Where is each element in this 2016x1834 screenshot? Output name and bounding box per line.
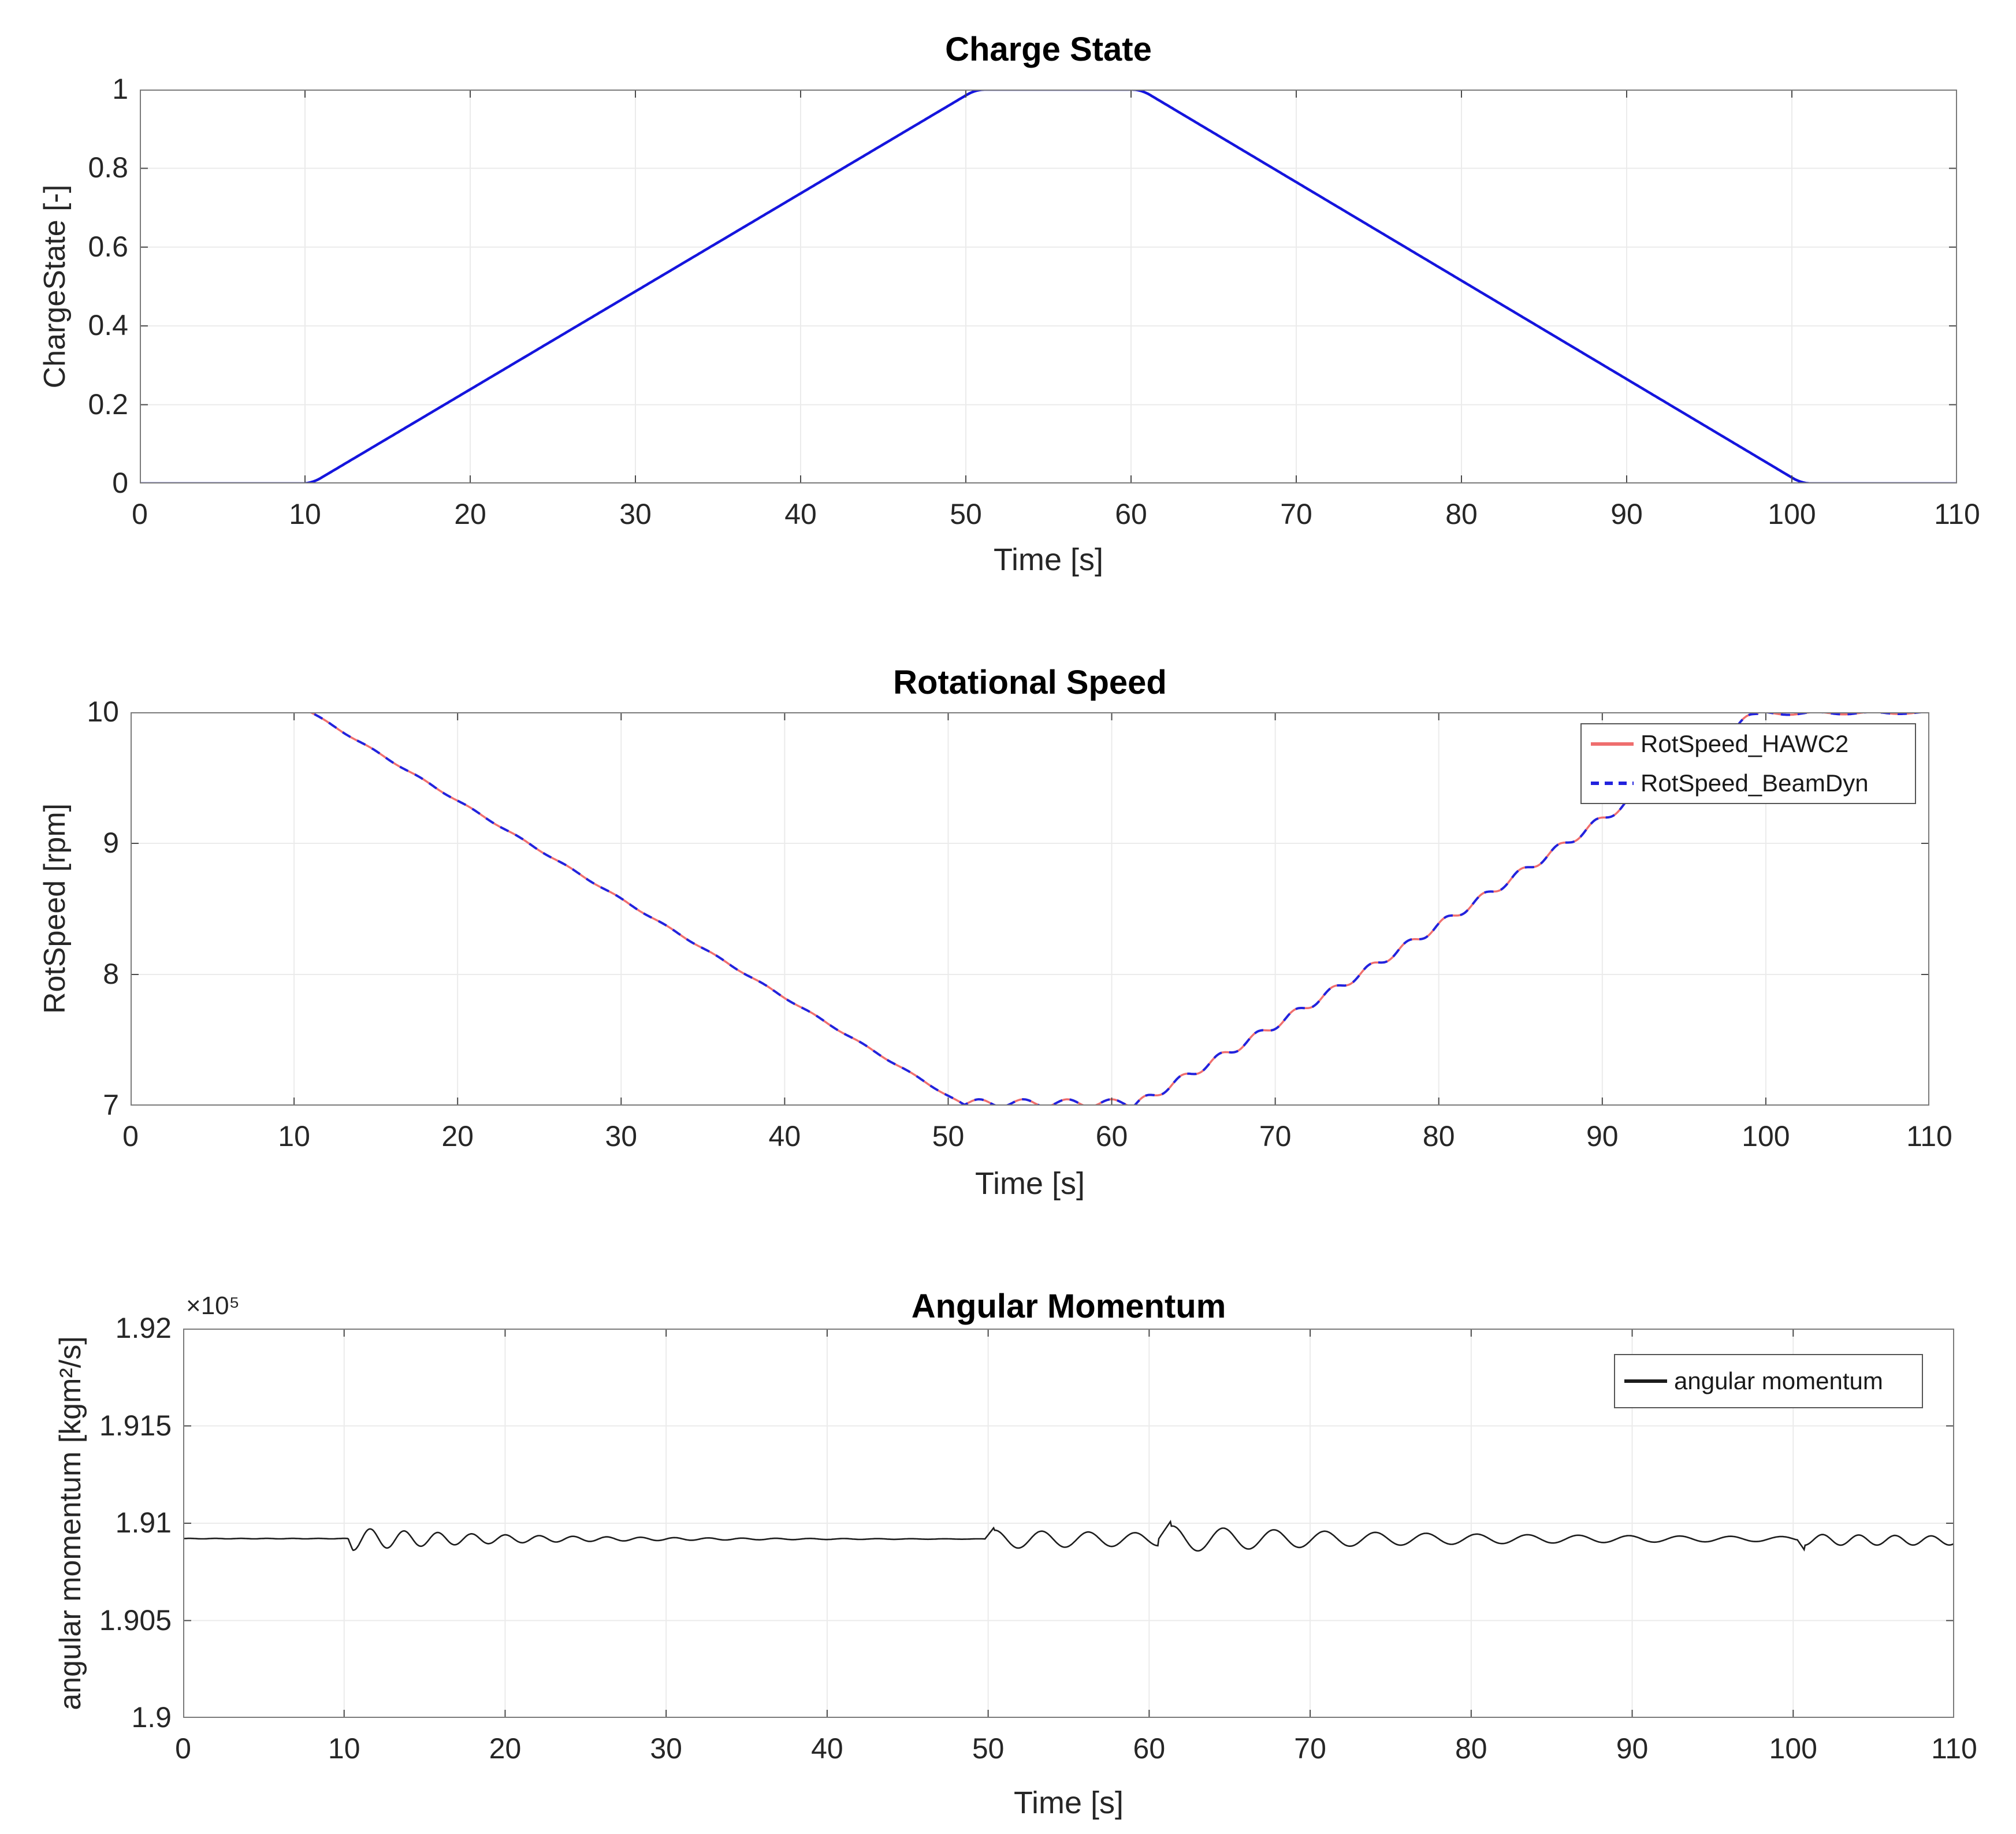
subplot1-xlabel: Time [s] [993, 542, 1103, 577]
y-tick-label: 1 [112, 73, 128, 105]
x-tick-label: 50 [972, 1732, 1005, 1765]
x-tick-label: 30 [650, 1732, 682, 1765]
y-tick-label: 7 [103, 1089, 119, 1121]
x-tick-label: 80 [1455, 1732, 1487, 1765]
x-tick-label: 90 [1586, 1120, 1619, 1152]
legend-entry-label: RotSpeed_HAWC2 [1641, 730, 1849, 757]
x-tick-label: 70 [1259, 1120, 1292, 1152]
x-tick-label: 80 [1445, 498, 1478, 530]
subplot3-y-axis-exponent: ×10⁵ [186, 1292, 240, 1320]
y-tick-label: 0.2 [88, 388, 128, 421]
x-tick-label: 20 [489, 1732, 522, 1765]
legend-rotational-speed: RotSpeed_HAWC2 RotSpeed_BeamDyn [1580, 723, 1916, 804]
legend-line-sample [1624, 1379, 1667, 1383]
legend-line-sample [1591, 742, 1634, 746]
x-tick-label: 70 [1294, 1732, 1326, 1765]
subplot2-title: Rotational Speed [893, 664, 1167, 701]
subplot1-ylabel: ChargeState [-] [38, 184, 72, 389]
x-tick-label: 10 [289, 498, 321, 530]
x-tick-label: 100 [1769, 1732, 1817, 1765]
x-tick-label: 60 [1133, 1732, 1166, 1765]
x-tick-label: 100 [1768, 498, 1816, 530]
legend-entry-label: RotSpeed_BeamDyn [1641, 769, 1869, 797]
y-tick-label: 0.4 [88, 309, 128, 342]
x-tick-label: 30 [619, 498, 652, 530]
series-angular-momentum [183, 1520, 1954, 1552]
x-tick-label: 90 [1610, 498, 1643, 530]
legend-entry: RotSpeed_BeamDyn [1582, 764, 1915, 803]
x-tick-label: 0 [122, 1120, 139, 1152]
y-tick-label: 1.9 [131, 1701, 172, 1733]
x-tick-label: 20 [441, 1120, 474, 1152]
subplot3-title: Angular Momentum [911, 1288, 1226, 1325]
x-tick-label: 50 [950, 498, 982, 530]
x-tick-label: 50 [932, 1120, 965, 1152]
x-tick-label: 40 [811, 1732, 843, 1765]
y-tick-label: 8 [103, 958, 119, 990]
series-rotspeed-beamdyn [131, 712, 1929, 1106]
legend-angular-momentum: angular momentum [1614, 1354, 1923, 1408]
x-tick-label: 70 [1280, 498, 1312, 530]
y-tick-label: 0.8 [88, 151, 128, 184]
legend-entry: angular momentum [1615, 1361, 1922, 1401]
y-tick-label: 1.92 [115, 1312, 172, 1344]
axis-box [140, 90, 1957, 483]
series-chargestate [140, 90, 1957, 483]
x-tick-label: 60 [1115, 498, 1147, 530]
subplot1-title: Charge State [945, 31, 1152, 68]
x-tick-label: 10 [328, 1732, 360, 1765]
x-tick-label: 40 [784, 498, 817, 530]
axis-box [183, 1329, 1954, 1718]
y-tick-label: 1.915 [99, 1409, 172, 1442]
x-tick-label: 110 [1931, 1732, 1977, 1765]
y-tick-label: 1.91 [115, 1506, 172, 1539]
x-tick-label: 30 [605, 1120, 638, 1152]
y-tick-label: 1.905 [99, 1604, 172, 1636]
x-tick-label: 0 [175, 1732, 191, 1765]
y-tick-label: 9 [103, 827, 119, 859]
plot-canvas [183, 1329, 1954, 1718]
legend-entry: RotSpeed_HAWC2 [1582, 724, 1915, 764]
x-tick-label: 110 [1934, 498, 1980, 530]
x-tick-label: 80 [1422, 1120, 1455, 1152]
x-tick-label: 60 [1095, 1120, 1128, 1152]
x-tick-label: 110 [1906, 1120, 1952, 1152]
x-tick-label: 100 [1742, 1120, 1790, 1152]
x-tick-label: 10 [278, 1120, 310, 1152]
plot-canvas [140, 90, 1957, 483]
subplot3-xlabel: Time [s] [1013, 1785, 1124, 1820]
legend-entry-label: angular momentum [1674, 1367, 1883, 1394]
x-tick-label: 0 [132, 498, 148, 530]
y-tick-label: 0.6 [88, 230, 128, 263]
y-tick-label: 10 [87, 695, 119, 728]
axis-box [131, 712, 1929, 1106]
x-tick-label: 90 [1616, 1732, 1649, 1765]
y-tick-label: 0 [112, 467, 128, 499]
x-tick-label: 40 [768, 1120, 801, 1152]
x-tick-label: 20 [454, 498, 486, 530]
legend-line-sample [1591, 782, 1634, 785]
subplot2-xlabel: Time [s] [974, 1166, 1085, 1201]
